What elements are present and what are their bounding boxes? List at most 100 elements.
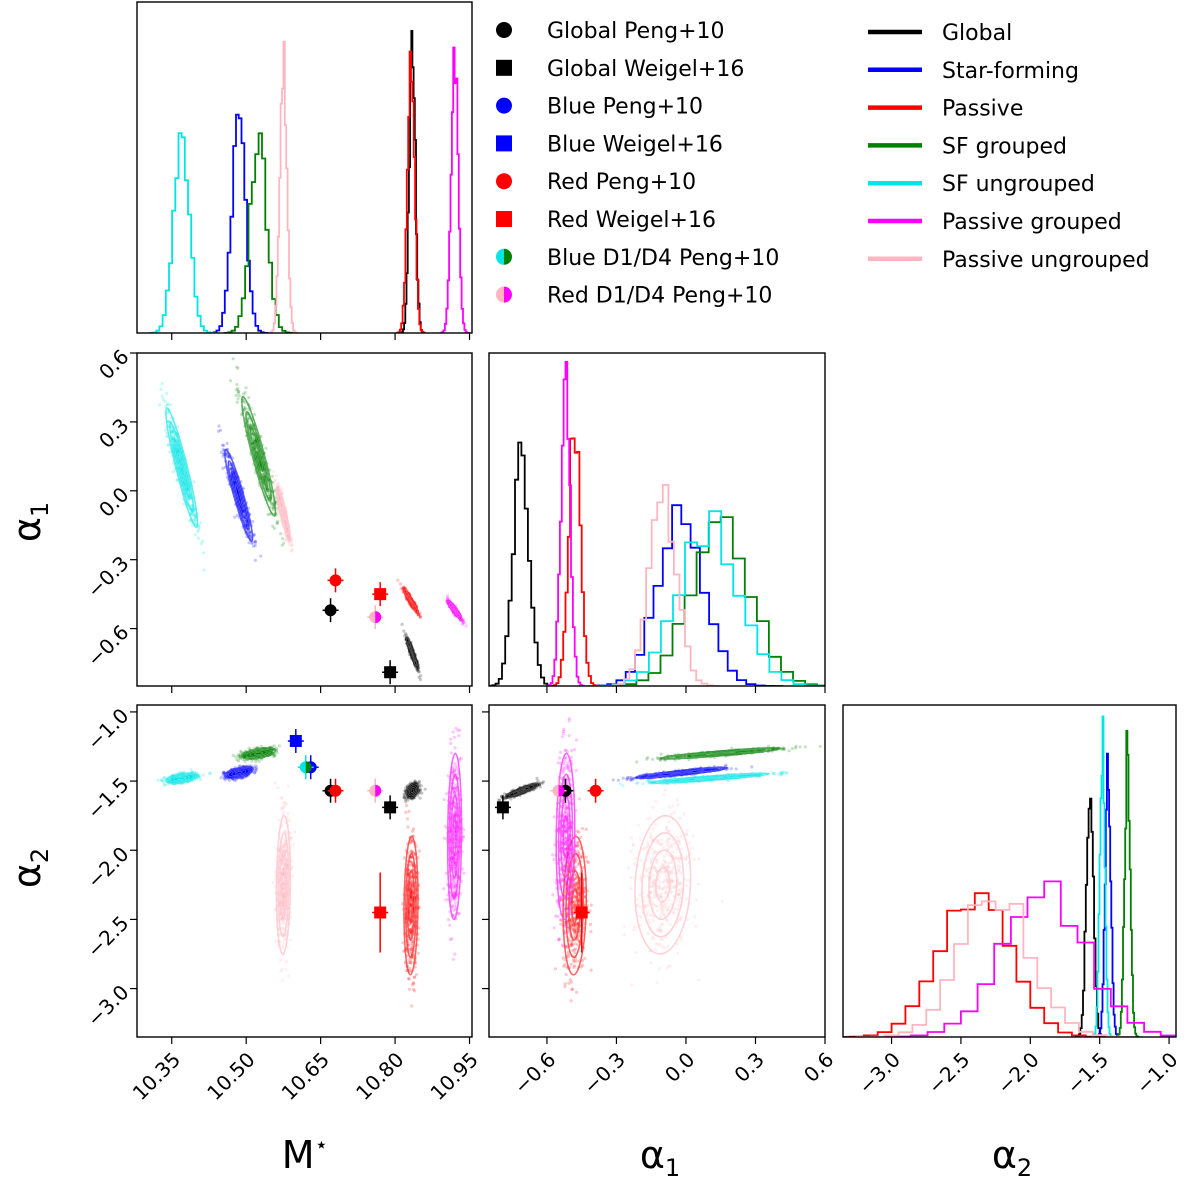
sample-point [226,454,230,458]
sample-point [230,466,234,470]
sample-point [221,447,225,451]
sample-point [289,544,293,548]
sample-point [269,501,273,505]
marker-half-left [369,611,376,624]
contour-highlight [241,396,276,517]
sample-point [217,424,221,428]
sample-point [236,386,240,391]
sample-point [461,621,465,625]
sample-point [197,525,201,529]
sample-point [418,611,422,615]
sample-point [222,443,226,447]
sample-point [290,549,294,553]
contour-highlight [408,597,414,605]
sample-point [402,795,406,800]
sample-point [404,810,408,815]
contour-highlight [279,499,288,528]
sample-point [252,436,256,440]
scatter-cloud-sf-ungrouped [156,768,212,787]
sample-point [264,446,268,450]
contour-highlight [277,492,290,535]
contour-level [408,597,414,605]
marker-square [374,588,387,601]
scatter-cloud-passive-ungrouped [271,470,294,553]
sample-point [410,1004,414,1008]
scatter-cloud-passive [401,803,421,1008]
sample-point [259,434,263,438]
sample-point [176,425,180,429]
sample-point [188,519,192,523]
sample-point [419,784,423,788]
contour-level [224,448,254,543]
sample-point [410,884,414,889]
sample-point [167,443,171,447]
contour-level [275,485,292,543]
sample-point [400,622,404,627]
contour-highlight [234,483,243,508]
contour-level [280,506,286,522]
contour-level [177,452,187,484]
contour-highlight [165,407,198,528]
marker-circle [324,604,337,617]
sample-point [166,410,170,414]
sample-point [284,538,288,542]
sample-point [248,530,252,534]
sample-point [257,759,261,764]
contour-level [410,649,415,659]
contour-highlight [249,426,268,487]
sample-point [176,449,180,453]
sample-point [242,392,246,396]
sample-point [168,450,172,454]
contour-level [452,607,458,614]
sample-point [168,403,173,407]
sample-point [462,621,466,625]
sample-point [225,454,230,458]
sample-point [234,388,238,392]
sample-point [219,776,223,780]
sample-point [417,613,421,617]
sample-point [405,803,409,808]
sample-point [420,791,424,795]
sample-point [193,518,197,522]
sample-point [404,633,408,637]
sample-point [193,513,197,517]
sample-point [398,582,403,586]
sample-point [221,466,225,470]
sample-point [418,796,422,800]
contour-highlight [410,649,415,659]
sample-point [417,675,421,680]
scatter-cloud-global [400,622,423,682]
sample-point [279,532,283,536]
sample-point [417,670,421,674]
sample-point [216,429,221,433]
marker-circle [329,574,342,587]
sample-point [411,829,415,833]
sample-point [163,399,167,404]
sample-point [262,475,266,479]
scatter-cloud-star-forming [219,764,259,782]
sample-point [235,400,239,404]
sample-point [192,518,196,522]
sample-point [409,863,413,867]
sample-point [252,544,256,548]
sample-point [171,430,175,434]
sample-point [167,420,171,424]
sample-point [254,764,258,768]
sample-point [266,490,270,495]
contour-highlight [173,437,191,499]
sample-point [271,524,275,528]
sample-point [163,783,167,787]
sample-point [406,977,410,981]
sample-point [171,470,175,474]
contour-highlight [253,440,264,472]
panel-mstar-vs-alpha2 [156,726,466,1008]
sample-point [192,514,196,518]
sample-point [239,413,244,417]
contour-level [249,425,268,487]
sample-point [461,620,465,624]
sample-point [236,391,240,395]
sample-point [266,513,270,517]
sample-point [406,798,410,802]
scatter-cloud-sf-ungrouped [157,382,206,572]
sample-point [235,365,239,369]
